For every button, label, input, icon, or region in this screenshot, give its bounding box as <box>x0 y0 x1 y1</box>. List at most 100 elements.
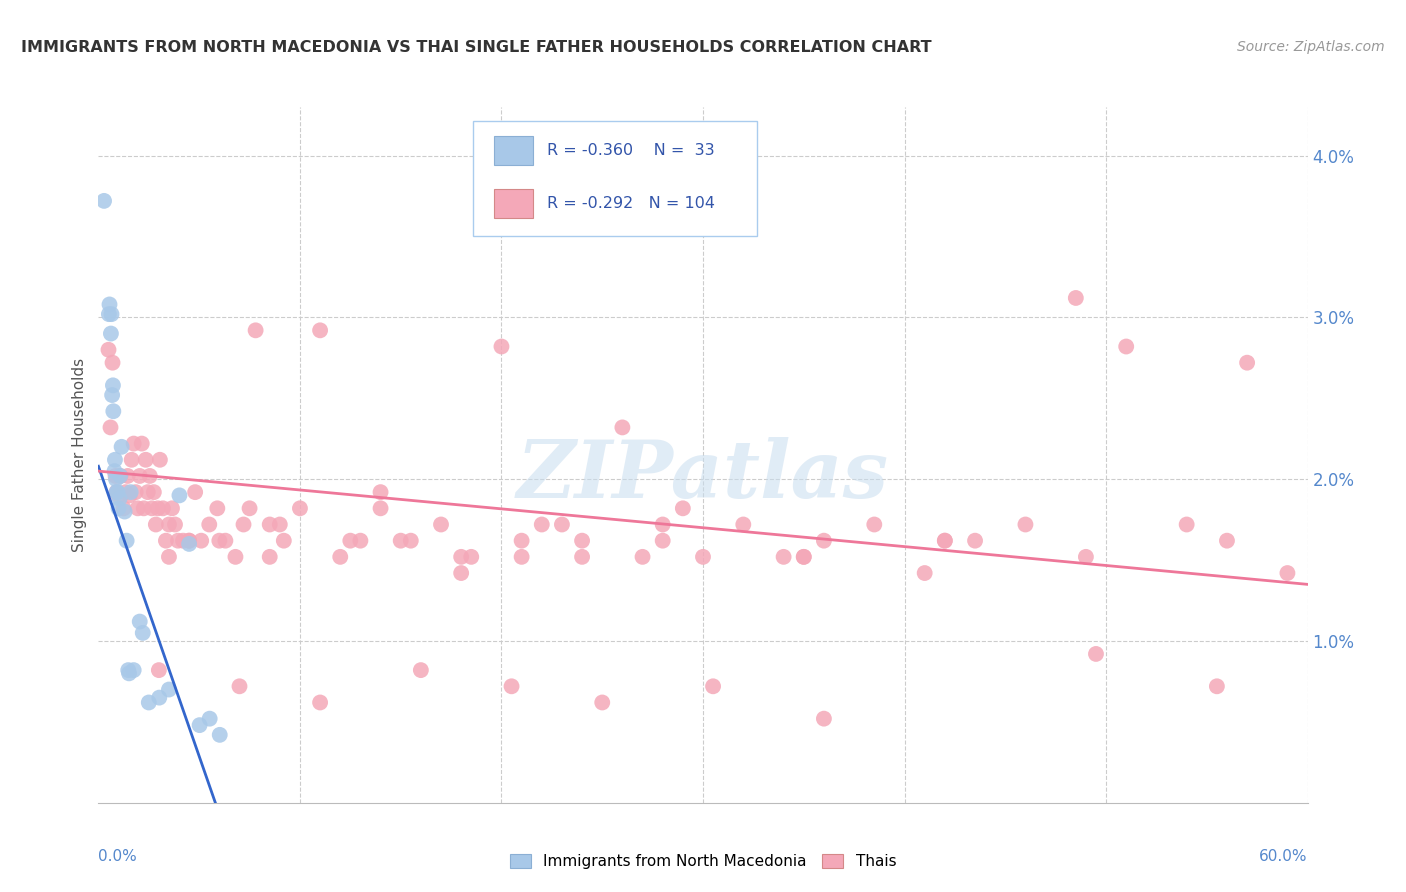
Point <box>179 537 201 551</box>
Y-axis label: Single Father Households: Single Father Households <box>72 358 87 552</box>
Point <box>105 485 128 500</box>
Point <box>157 682 180 697</box>
Text: 0.0%: 0.0% <box>98 849 138 863</box>
Text: ZIPatlas: ZIPatlas <box>517 437 889 515</box>
Point <box>100 326 122 341</box>
Point <box>1175 517 1198 532</box>
Point <box>155 533 177 548</box>
Point <box>169 488 191 502</box>
Point <box>651 533 673 548</box>
Point <box>107 485 129 500</box>
Point <box>118 488 141 502</box>
Point <box>198 712 221 726</box>
Point <box>128 469 150 483</box>
Point <box>117 469 139 483</box>
Point <box>132 501 155 516</box>
Point <box>132 626 155 640</box>
Point <box>259 517 281 532</box>
Point <box>135 452 157 467</box>
Point <box>239 501 262 516</box>
Point <box>101 378 124 392</box>
Point <box>198 517 221 532</box>
Point <box>120 485 142 500</box>
Point <box>97 343 120 357</box>
Point <box>172 533 194 548</box>
Point <box>259 549 281 564</box>
Point <box>184 485 207 500</box>
Text: 60.0%: 60.0% <box>1260 849 1308 863</box>
Point <box>510 549 533 564</box>
Point <box>460 549 482 564</box>
Text: IMMIGRANTS FROM NORTH MACEDONIA VS THAI SINGLE FATHER HOUSEHOLDS CORRELATION CHA: IMMIGRANTS FROM NORTH MACEDONIA VS THAI … <box>21 40 932 55</box>
Point <box>104 452 127 467</box>
Point <box>160 501 183 516</box>
Point <box>149 452 172 467</box>
Point <box>104 472 127 486</box>
Text: R = -0.360    N =  33: R = -0.360 N = 33 <box>547 143 714 158</box>
Point <box>98 297 121 311</box>
Point <box>100 420 122 434</box>
Point <box>430 517 453 532</box>
Point <box>793 549 815 564</box>
Point <box>93 194 115 208</box>
Point <box>273 533 295 548</box>
Point <box>501 679 523 693</box>
Point <box>108 469 131 483</box>
Point <box>122 663 145 677</box>
Point <box>148 690 170 705</box>
Point <box>105 485 128 500</box>
Point <box>107 501 129 516</box>
Point <box>104 469 127 483</box>
Point <box>450 549 472 564</box>
Point <box>863 517 886 532</box>
Point <box>100 307 122 321</box>
Point <box>409 663 432 677</box>
Point <box>551 517 574 532</box>
Point <box>103 464 125 478</box>
Point <box>692 549 714 564</box>
Point <box>1115 339 1137 353</box>
Point <box>118 666 141 681</box>
Point <box>224 549 246 564</box>
Point <box>188 718 211 732</box>
Point <box>208 728 231 742</box>
Point <box>125 485 148 500</box>
Point <box>793 549 815 564</box>
Point <box>329 549 352 564</box>
Point <box>339 533 361 548</box>
Point <box>97 307 120 321</box>
Point <box>1236 356 1258 370</box>
Point <box>813 712 835 726</box>
Point <box>1064 291 1087 305</box>
Point <box>1206 679 1229 693</box>
Point <box>138 696 160 710</box>
Point <box>146 501 169 516</box>
Point <box>107 488 129 502</box>
Point <box>450 566 472 580</box>
Point <box>232 517 254 532</box>
Point <box>269 517 291 532</box>
Point <box>1277 566 1299 580</box>
Point <box>157 517 180 532</box>
Point <box>228 679 250 693</box>
FancyBboxPatch shape <box>494 136 533 165</box>
Point <box>934 533 956 548</box>
Point <box>510 533 533 548</box>
Text: R = -0.292   N = 104: R = -0.292 N = 104 <box>547 196 716 211</box>
Point <box>167 533 190 548</box>
Point <box>914 566 936 580</box>
Point <box>128 615 150 629</box>
Point <box>651 517 673 532</box>
Point <box>112 501 135 516</box>
Point <box>349 533 371 548</box>
Point <box>163 517 186 532</box>
Point <box>103 404 125 418</box>
Point <box>772 549 794 564</box>
Point <box>813 533 835 548</box>
Point <box>702 679 724 693</box>
Point <box>370 485 392 500</box>
Point <box>309 696 332 710</box>
Point <box>142 485 165 500</box>
Point <box>631 549 654 564</box>
Point <box>571 533 593 548</box>
